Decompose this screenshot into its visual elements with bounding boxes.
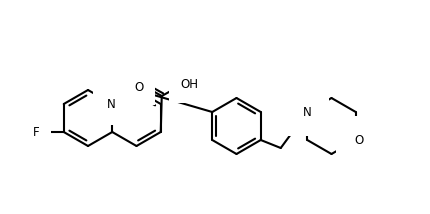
Text: O: O: [134, 80, 143, 94]
Text: O: O: [353, 134, 362, 147]
Text: OH: OH: [180, 79, 198, 92]
Text: N: N: [302, 106, 311, 119]
Text: F: F: [32, 125, 39, 138]
Text: N: N: [107, 98, 115, 110]
